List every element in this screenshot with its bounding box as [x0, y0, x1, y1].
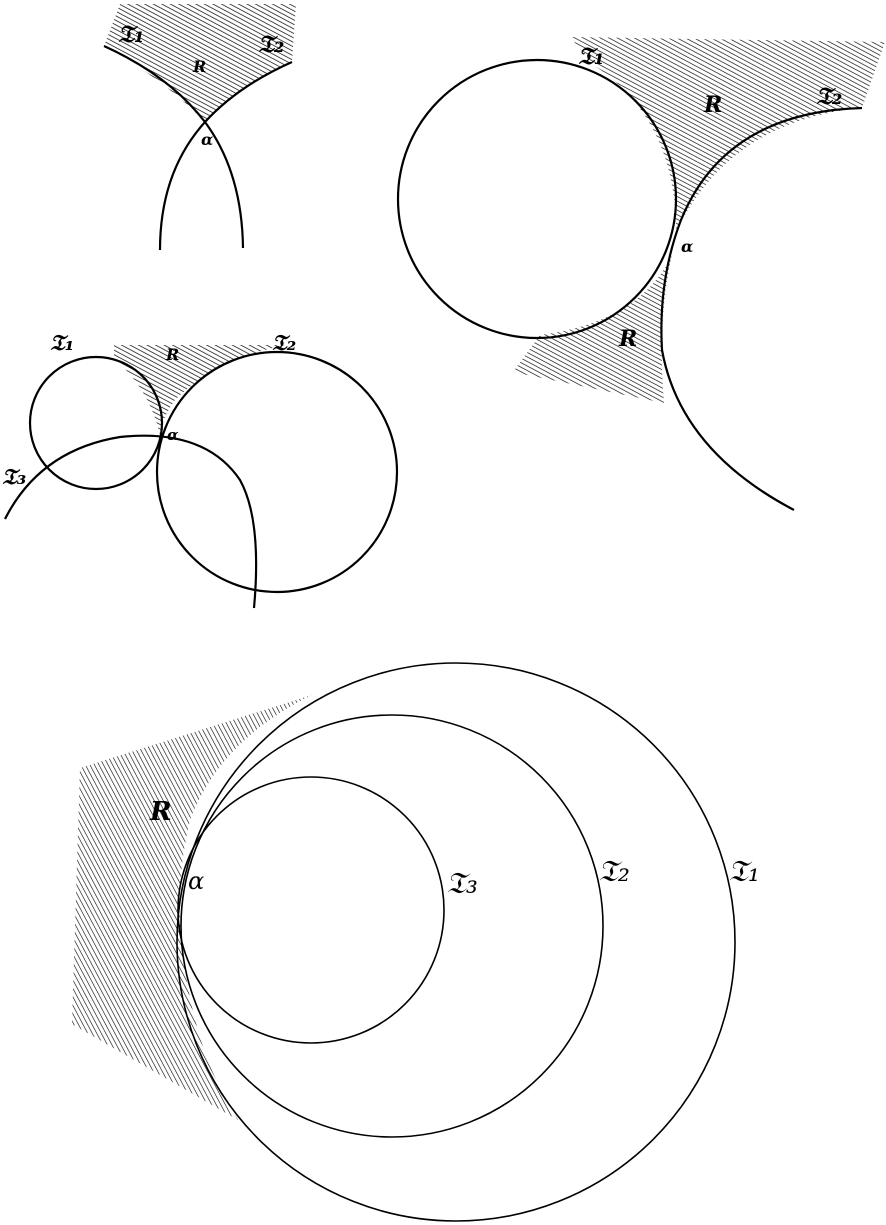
fig4-circle-t1 — [176, 662, 736, 1222]
fig2-shaded-region-top — [570, 37, 885, 232]
fig3-label-t1: 𝔗₁ — [50, 330, 74, 356]
fig2-circle-t1 — [396, 58, 678, 340]
fig2-label-point: α — [681, 237, 693, 256]
fig1-arc-t2 — [158, 60, 293, 251]
fig3-circle-t2 — [155, 350, 399, 594]
fig2-label-region-bottom: R — [618, 326, 637, 352]
fig3-arc-t3 — [4, 434, 258, 609]
fig2-shaded-region-bottom — [513, 255, 672, 403]
fig3-shaded-region — [114, 345, 285, 435]
fig2-arc-t2 — [660, 106, 863, 511]
fig1-label-region: R — [192, 57, 206, 76]
fig4-label-t3: 𝔗₃ — [446, 866, 478, 901]
fig1-label-t1: 𝔗₁ — [118, 19, 144, 48]
fig4-circle-t2 — [180, 714, 604, 1138]
fig4-label-t2: 𝔗₂ — [598, 854, 630, 889]
fig2-label-t2: 𝔗₂ — [816, 81, 842, 110]
fig3-label-t3: 𝔗₃ — [2, 464, 27, 490]
fig3-label-t2: 𝔗₂ — [272, 330, 296, 356]
figure-1: 𝔗₁ R 𝔗₂ α — [103, 4, 296, 251]
figure-4: R α 𝔗₃ 𝔗₂ 𝔗₁ — [72, 662, 760, 1222]
figure-2: 𝔗₁ R 𝔗₂ α R — [396, 37, 885, 511]
figure-3: 𝔗₁ R 𝔗₂ α 𝔗₃ — [2, 330, 399, 609]
fig4-shaded-region — [72, 695, 312, 1120]
fig3-label-region: R — [165, 345, 179, 364]
fig4-circle-t3 — [177, 776, 445, 1044]
fig2-label-region-top: R — [703, 92, 722, 118]
fig1-shaded-region — [104, 4, 296, 122]
fig4-label-point: α — [188, 867, 204, 895]
fig4-label-region: R — [149, 797, 172, 827]
fig1-label-point: α — [201, 130, 213, 149]
fig2-label-t1: 𝔗₁ — [578, 41, 604, 70]
fig4-label-t1: 𝔗₁ — [728, 854, 760, 889]
fig1-label-t2: 𝔗₂ — [258, 29, 284, 58]
fig3-label-point: α — [167, 426, 179, 444]
fig3-circle-t1 — [28, 355, 164, 491]
